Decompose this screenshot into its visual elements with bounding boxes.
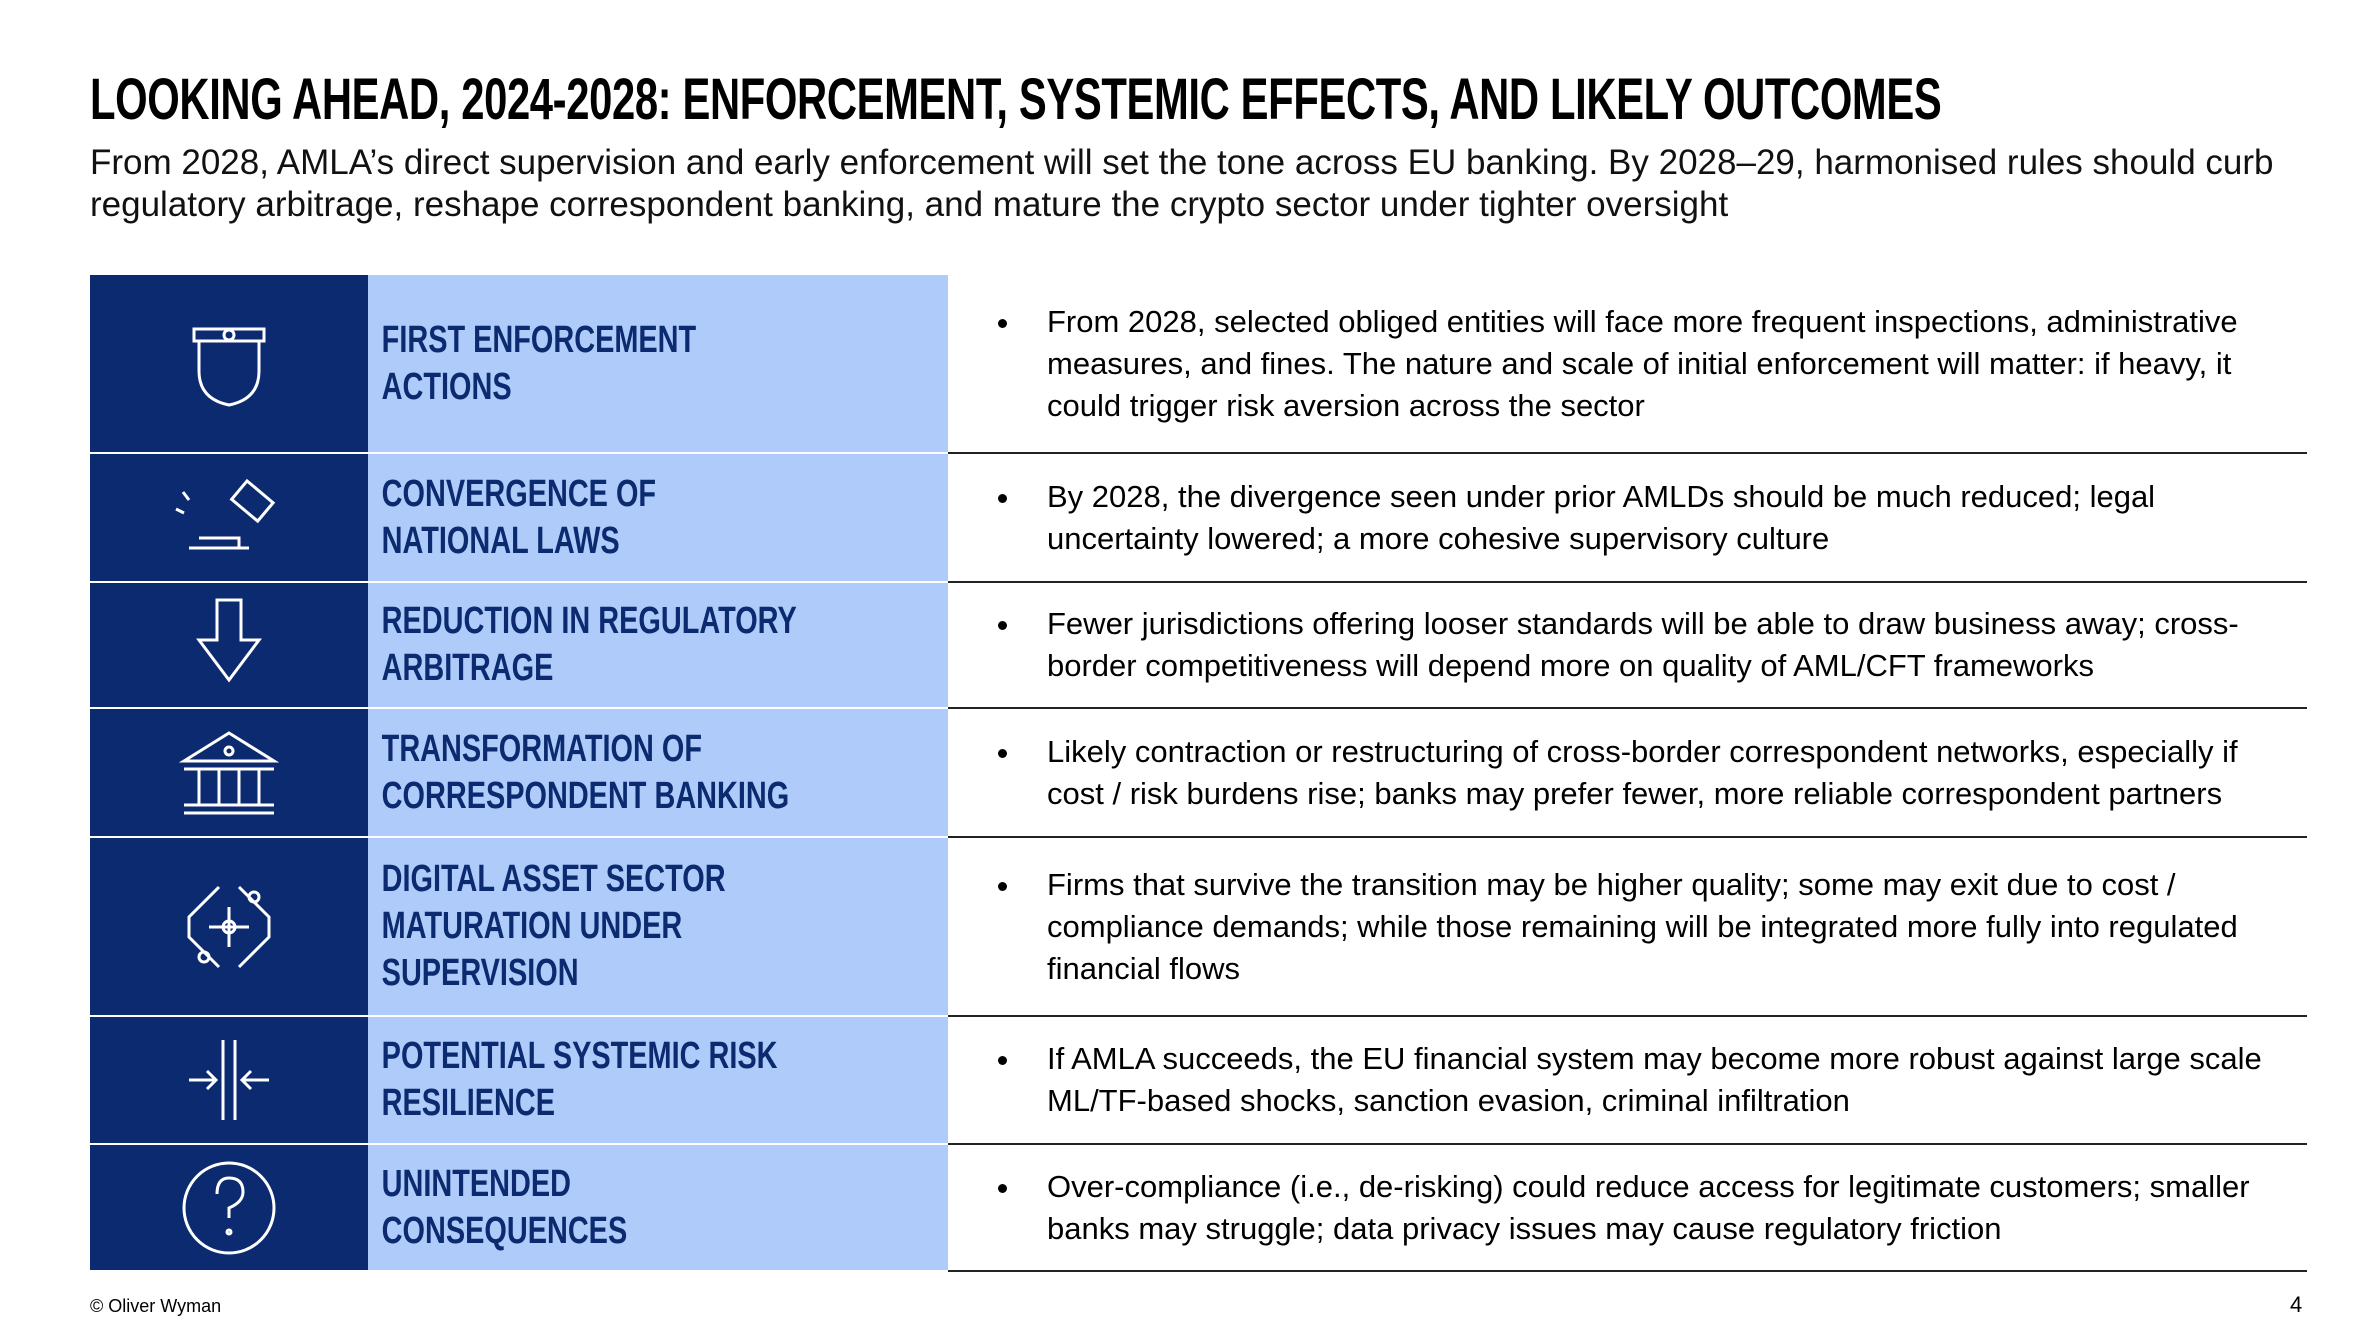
outcomes-table: FIRST ENFORCEMENT ACTIONS From 2028, sele… [90, 275, 2307, 1272]
row-label-cell: DIGITAL ASSET SECTOR MATURATION UNDER SU… [368, 838, 948, 1017]
row-text-cell: From 2028, selected obliged entities wil… [948, 275, 2307, 452]
icon [175, 478, 276, 549]
row-label-cell: TRANSFORMATION OF CORRESPONDENT BANKING [368, 709, 948, 838]
row-label-cell: CONVERGENCE OF NATIONAL LAWS [368, 454, 948, 583]
table-row: DIGITAL ASSET SECTOR MATURATION UNDER SU… [90, 838, 2307, 1017]
bullet-list: Over-compliance (i.e., de-risking) could… [948, 1166, 2307, 1250]
table-row: REDUCTION IN REGULATORY ARBITRAGE Fewer j… [90, 583, 2307, 709]
row-text-cell: Fewer jurisdictions offering looser stan… [948, 583, 2307, 707]
row-icon [90, 1017, 368, 1145]
table-row: UNINTENDED CONSEQUENCES Over-compliance (… [90, 1145, 2307, 1272]
row-label: REDUCTION IN REGULATORY ARBITRAGE [381, 600, 797, 689]
bullet-list: Likely contraction or restructuring of c… [948, 731, 2307, 815]
bullet-list: Fewer jurisdictions offering looser stan… [948, 603, 2307, 687]
row-label: CONVERGENCE OF NATIONAL LAWS [381, 472, 657, 562]
row-label: POTENTIAL SYSTEMIC RISK RESILIENCE [381, 1035, 778, 1124]
icon [178, 730, 280, 814]
row-icon [90, 1145, 368, 1272]
table-row: TRANSFORMATION OF CORRESPONDENT BANKING L… [90, 709, 2307, 838]
row-icon [90, 583, 368, 709]
subtitle: From 2028, AMLA’s direct supervision and… [90, 143, 2274, 224]
bullet: From 2028, selected obliged entities wil… [1023, 301, 2287, 427]
bullet: Likely contraction or restructuring of c… [1023, 731, 2287, 815]
copyright: © Oliver Wyman [90, 1296, 222, 1316]
icon [187, 885, 271, 968]
bullet: Firms that survive the transition may be… [1023, 864, 2287, 990]
row-text-cell: Likely contraction or restructuring of c… [948, 709, 2307, 836]
table-row: POTENTIAL SYSTEMIC RISK RESILIENCE If AML… [90, 1017, 2307, 1145]
table-row: CONVERGENCE OF NATIONAL LAWS By 2028, the… [90, 454, 2307, 583]
row-label-cell: FIRST ENFORCEMENT ACTIONS [368, 275, 948, 454]
table-row: FIRST ENFORCEMENT ACTIONS From 2028, sele… [90, 275, 2307, 454]
row-label: UNINTENDED CONSEQUENCES [381, 1162, 628, 1252]
row-icon [90, 709, 368, 838]
row-icon [90, 454, 368, 583]
row-label-cell: UNINTENDED CONSEQUENCES [368, 1145, 948, 1272]
bullet: By 2028, the divergence seen under prior… [1023, 476, 2287, 560]
row-text-cell: Over-compliance (i.e., de-risking) could… [948, 1145, 2307, 1270]
row-label: TRANSFORMATION OF CORRESPONDENT BANKING [381, 727, 790, 817]
row-text-cell: Firms that survive the transition may be… [948, 838, 2307, 1015]
title: LOOKING AHEAD, 2024-2028: ENFORCEMENT, S… [90, 67, 1942, 132]
bullet: Over-compliance (i.e., de-risking) could… [1023, 1166, 2287, 1250]
row-text-cell: If AMLA succeeds, the EU financial syste… [948, 1017, 2307, 1143]
row-icon [90, 838, 368, 1017]
bullet-list: By 2028, the divergence seen under prior… [948, 476, 2307, 560]
row-icon [90, 275, 368, 454]
row-label-cell: REDUCTION IN REGULATORY ARBITRAGE [368, 583, 948, 709]
bullet-list: From 2028, selected obliged entities wil… [948, 301, 2307, 427]
row-label: DIGITAL ASSET SECTOR MATURATION UNDER SU… [381, 858, 726, 994]
row-label: FIRST ENFORCEMENT ACTIONS [381, 318, 697, 408]
icon [192, 327, 266, 407]
page-number: 4 [2290, 1292, 2303, 1317]
bullet: Fewer jurisdictions offering looser stan… [1023, 603, 2287, 687]
icon [182, 1161, 276, 1254]
icon [196, 598, 262, 683]
icon [189, 1040, 269, 1120]
bullet-list: If AMLA succeeds, the EU financial syste… [948, 1038, 2307, 1122]
row-text-cell: By 2028, the divergence seen under prior… [948, 454, 2307, 581]
bullet-list: Firms that survive the transition may be… [948, 864, 2307, 990]
row-label-cell: POTENTIAL SYSTEMIC RISK RESILIENCE [368, 1017, 948, 1145]
bullet: If AMLA succeeds, the EU financial syste… [1023, 1038, 2287, 1122]
